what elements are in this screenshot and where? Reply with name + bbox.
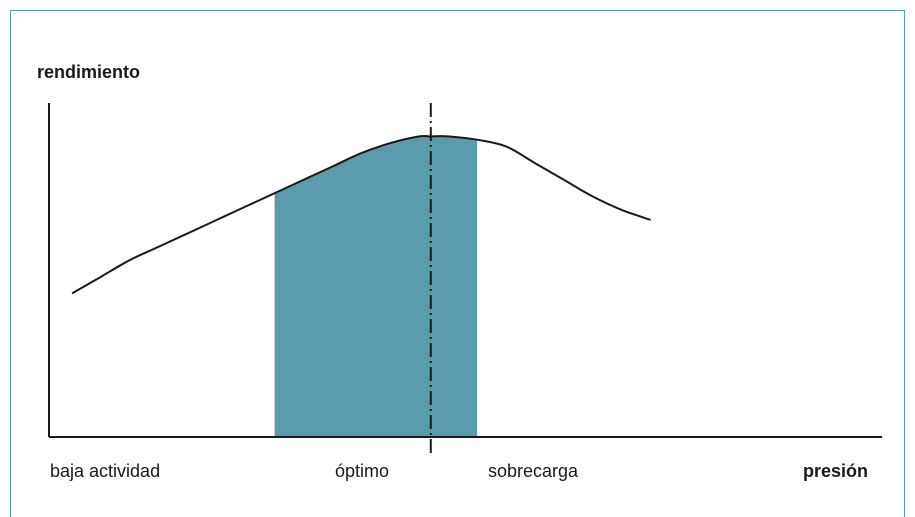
y-axis-label: rendimiento (37, 62, 140, 82)
zone-label-optimal: óptimo (335, 461, 389, 481)
zone-label-overload: sobrecarga (488, 461, 579, 481)
performance-curve (71, 134, 651, 295)
optimal-band (274, 136, 478, 437)
zone-label-low: baja actividad (50, 461, 160, 481)
x-axis-label: presión (803, 461, 868, 481)
chart-frame (10, 10, 905, 517)
